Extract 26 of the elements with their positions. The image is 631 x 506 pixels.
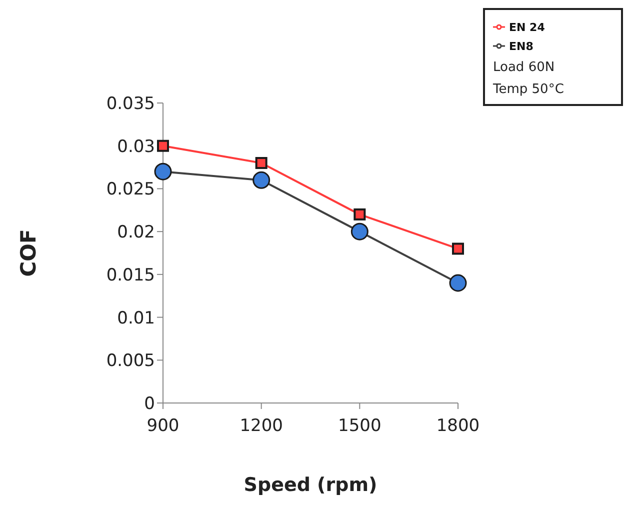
x-axis-title: Speed (rpm)	[244, 474, 378, 496]
legend-label: EN 24	[509, 21, 545, 34]
point	[154, 162, 172, 180]
point	[252, 171, 270, 189]
y-tick-label: 0.025	[106, 180, 155, 200]
y-tick-label: 0.02	[117, 222, 155, 243]
point	[354, 208, 366, 220]
x-tick-label: 1200	[240, 416, 283, 436]
point	[452, 242, 464, 255]
x-tick-label: 1500	[338, 416, 382, 436]
point	[255, 157, 268, 169]
text: Load 60N	[493, 58, 556, 76]
x-tick-label: 900	[146, 416, 180, 436]
y-tick-label: 0.03	[117, 136, 155, 157]
legend-label: EN8	[509, 40, 534, 53]
x-tick-label: 1800	[436, 416, 480, 436]
y-tick-label: 0.01	[117, 308, 155, 328]
y-tick-label: 0.035	[106, 94, 155, 114]
point	[157, 140, 169, 152]
y-tick-label: 0.005	[106, 351, 155, 372]
y-tick-label: 0.015	[106, 265, 155, 286]
point	[350, 222, 368, 240]
text: Temp 50°C	[493, 80, 565, 98]
y-tick-label: 0	[144, 394, 155, 414]
point	[449, 274, 467, 292]
y-axis-title: COF	[16, 229, 40, 277]
